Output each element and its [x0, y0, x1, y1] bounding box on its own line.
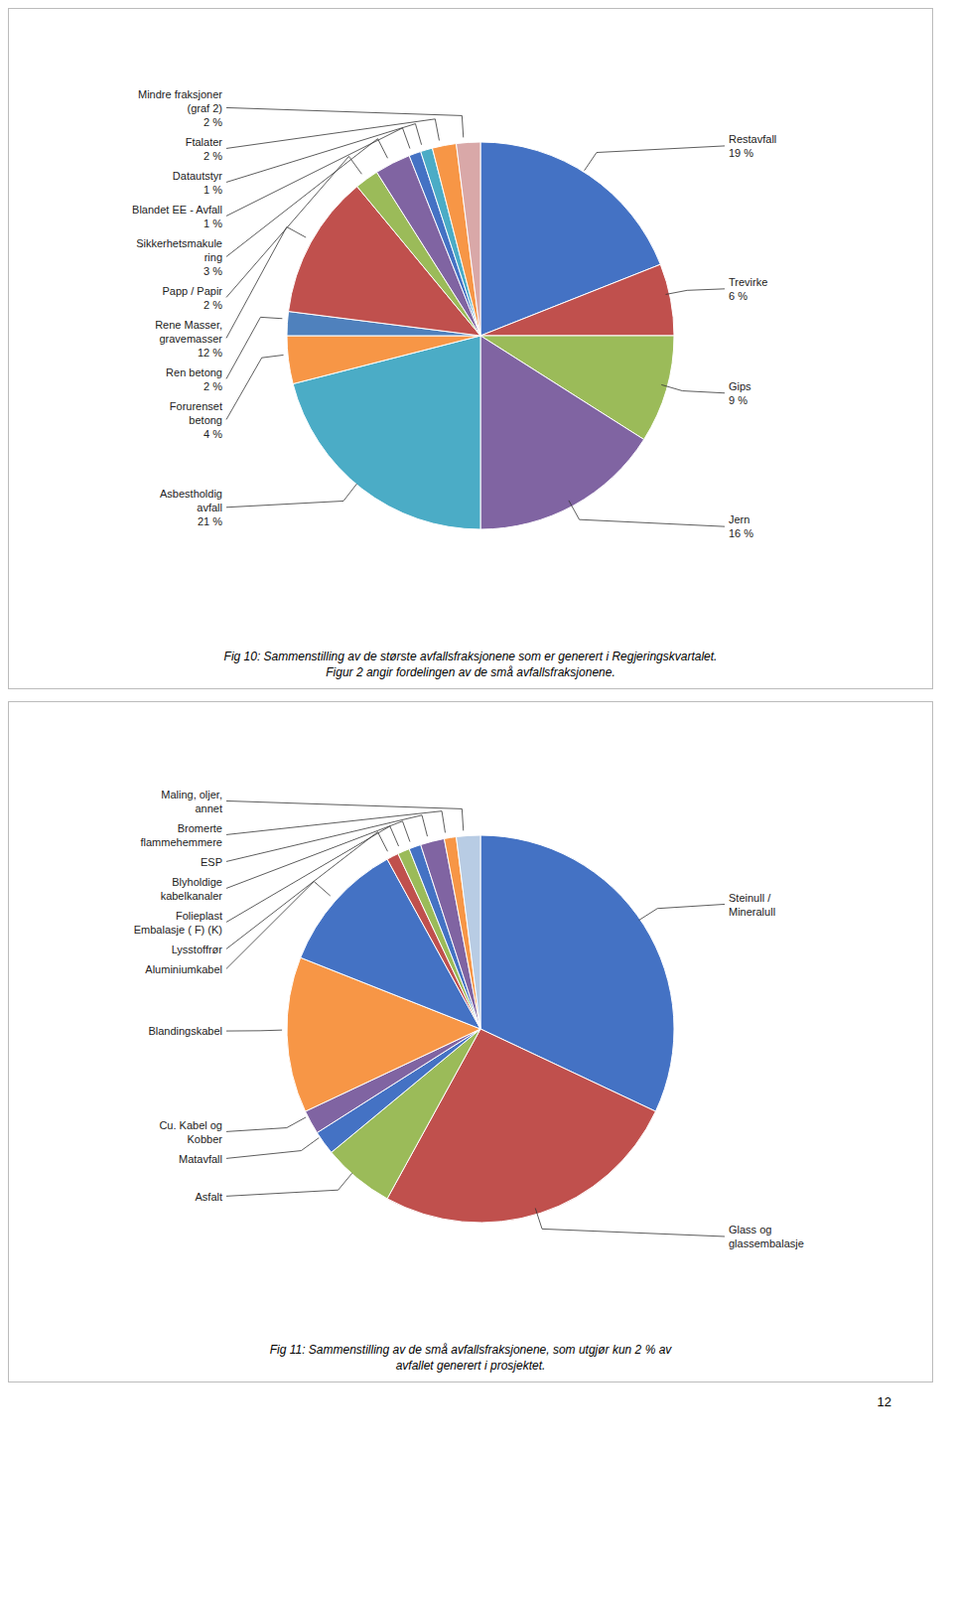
- svg-text:Glass ogglassembalasje: Glass ogglassembalasje: [728, 1223, 805, 1249]
- svg-text:Asfalt: Asfalt: [194, 1190, 223, 1203]
- svg-text:Steinull /Mineralull: Steinull /Mineralull: [728, 891, 776, 918]
- svg-text:Gips9 %: Gips9 %: [728, 380, 752, 407]
- html-text:12: 12: [877, 1393, 892, 1409]
- svg-text:Bromerteflammehemmere: Bromerteflammehemmere: [139, 821, 223, 848]
- svg-text:Papp / Papir2 %: Papp / Papir2 %: [161, 284, 223, 311]
- svg-text:Rene Masser,gravemasser12 %: Rene Masser,gravemasser12 %: [154, 318, 223, 359]
- svg-text:Blandet EE - Avfall1 %: Blandet EE - Avfall1 %: [132, 203, 223, 230]
- svg-text:Ftalater2 %: Ftalater2 %: [185, 136, 224, 162]
- svg-text:Blyholdigekabelkanaler: Blyholdigekabelkanaler: [160, 875, 224, 902]
- svg-text:Trevirke6 %: Trevirke6 %: [728, 275, 768, 302]
- svg-text:Aluminiumkabel: Aluminiumkabel: [144, 962, 223, 975]
- svg-text:Blandingskabel: Blandingskabel: [147, 1024, 223, 1037]
- html-text:Fig 11: Sammenstilling av de s: Fig 11: Sammenstilling av de små avfalls…: [269, 1342, 672, 1372]
- svg-text:Mindre fraksjoner(graf 2)2 %: Mindre fraksjoner(graf 2)2 %: [137, 88, 223, 129]
- svg-text:Datautstyr1 %: Datautstyr1 %: [172, 169, 223, 196]
- svg-text:Matavfall: Matavfall: [178, 1152, 223, 1165]
- svg-text:Restavfall19 %: Restavfall19 %: [728, 133, 777, 159]
- svg-text:FolieplastEmbalasje ( F) (K): FolieplastEmbalasje ( F) (K): [134, 909, 223, 936]
- svg-text:Asbestholdigavfall21 %: Asbestholdigavfall21 %: [159, 487, 223, 528]
- html-text:Fig 10: Sammenstilling av de s: Fig 10: Sammenstilling av de største avf…: [223, 649, 718, 680]
- svg-text:Cu. Kabel ogKobber: Cu. Kabel ogKobber: [158, 1118, 223, 1145]
- svg-text:ESP: ESP: [200, 855, 223, 868]
- svg-text:Maling, oljer,annet: Maling, oljer,annet: [160, 788, 223, 815]
- svg-text:Sikkerhetsmakulering3 %: Sikkerhetsmakulering3 %: [136, 237, 223, 277]
- svg-text:Forurensetbetong4 %: Forurensetbetong4 %: [169, 400, 223, 440]
- svg-text:Ren betong2 %: Ren betong2 %: [165, 366, 223, 393]
- svg-text:Lysstoffrør: Lysstoffrør: [171, 943, 224, 955]
- svg-text:Jern16 %: Jern16 %: [728, 513, 754, 540]
